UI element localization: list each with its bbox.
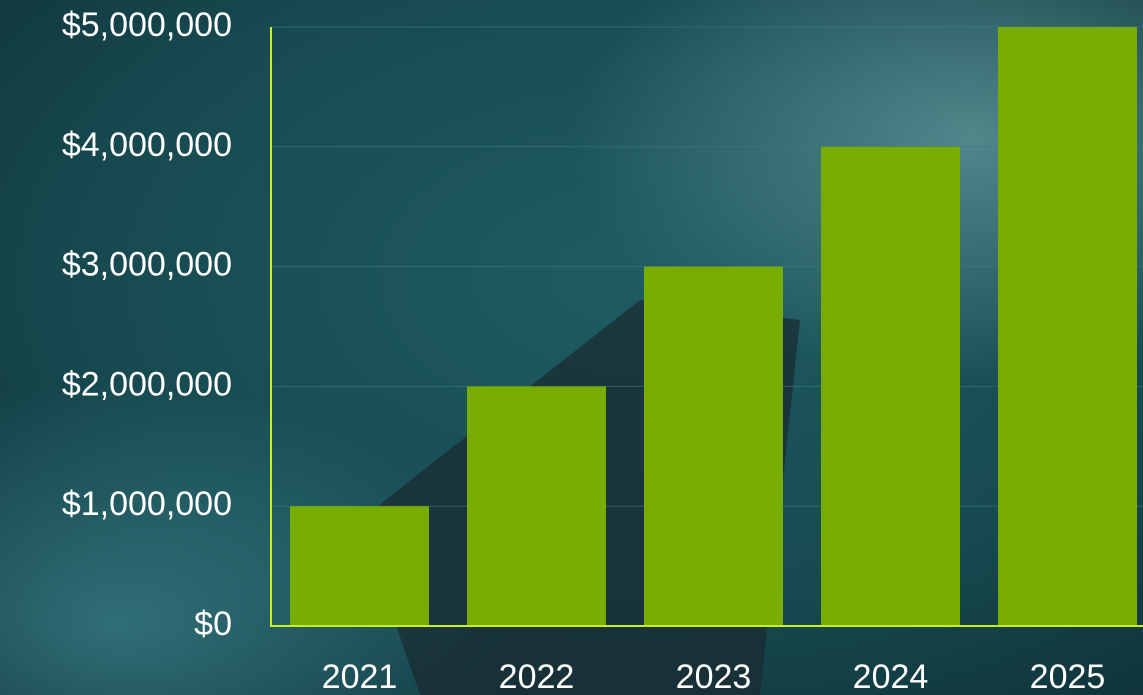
x-tick-label: 2022 <box>499 658 575 695</box>
y-tick-label: $3,000,000 <box>62 246 232 284</box>
x-tick-label: 2024 <box>853 658 929 695</box>
bar <box>998 27 1137 626</box>
bar <box>644 266 783 626</box>
bar <box>290 506 429 626</box>
y-tick-label: $4,000,000 <box>62 126 232 164</box>
y-tick-label: $1,000,000 <box>62 485 232 523</box>
x-tick-label: 2021 <box>322 658 398 695</box>
y-tick-label: $5,000,000 <box>62 6 232 44</box>
y-tick-label: $0 <box>194 605 232 643</box>
bar <box>467 386 606 626</box>
x-tick-label: 2025 <box>1030 658 1106 695</box>
bar <box>821 146 960 627</box>
y-tick-label: $2,000,000 <box>62 365 232 403</box>
x-tick-label: 2023 <box>676 658 752 695</box>
